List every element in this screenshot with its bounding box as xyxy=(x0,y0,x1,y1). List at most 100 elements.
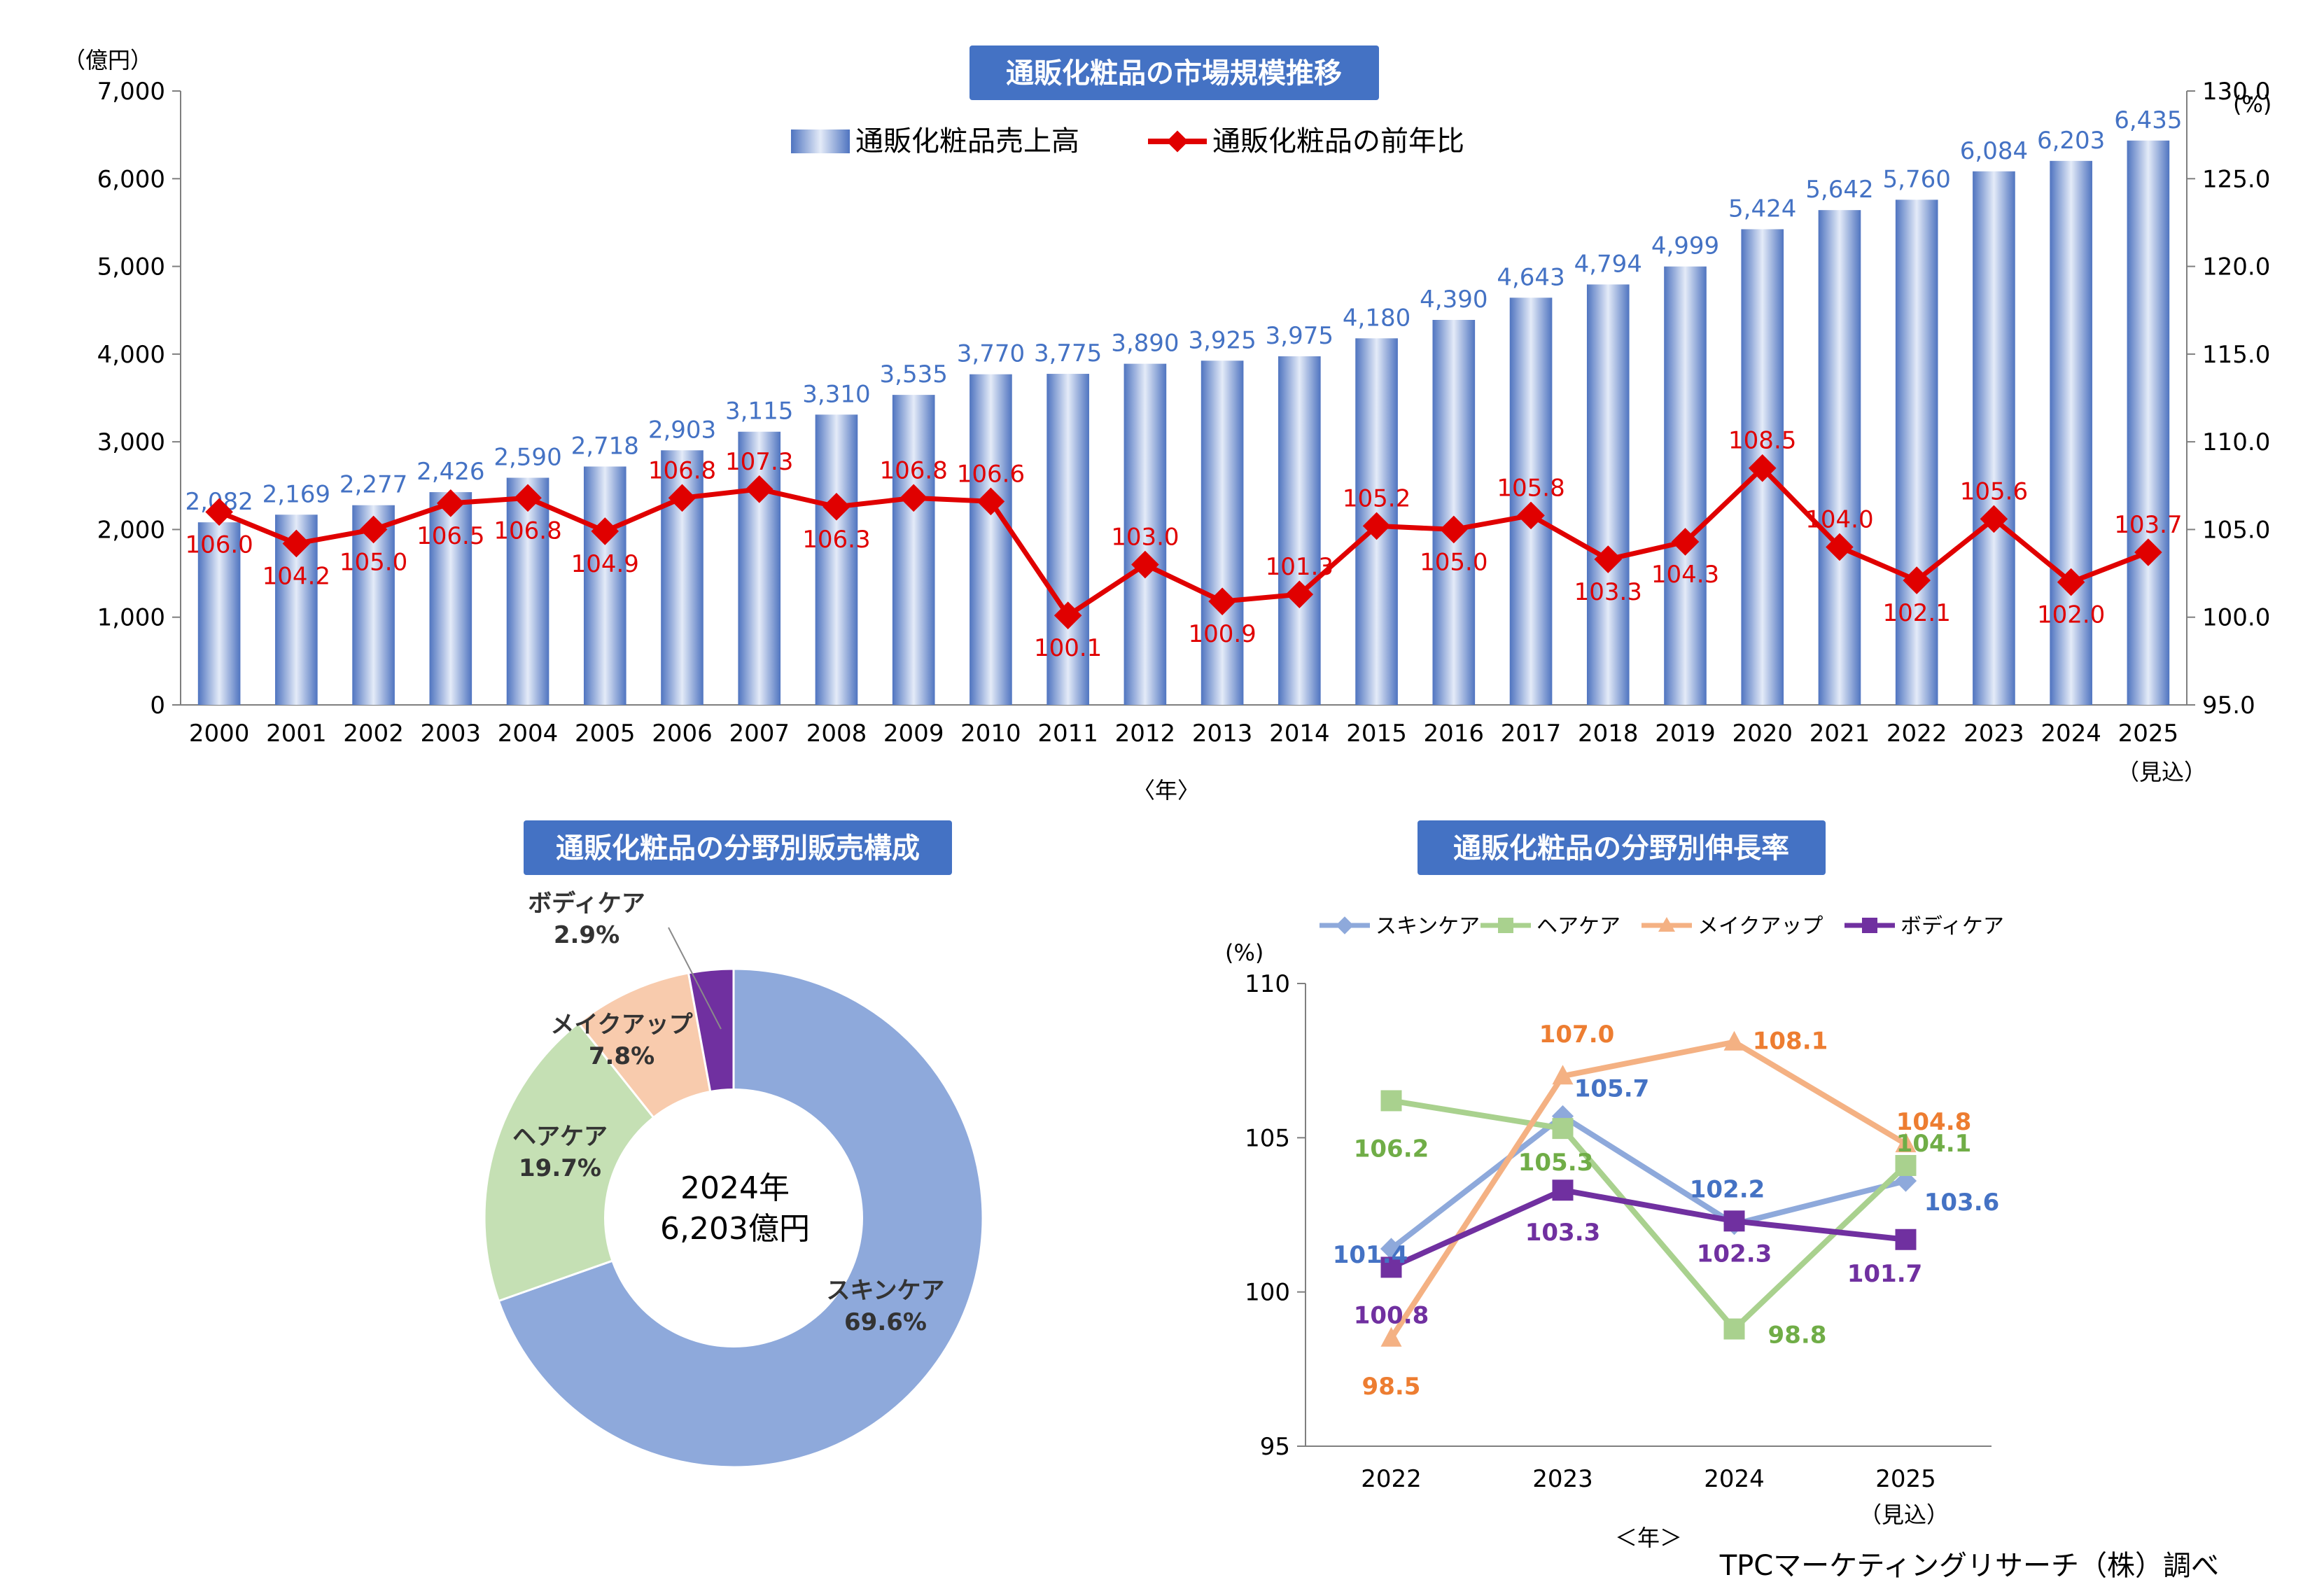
yoy-marker xyxy=(1980,505,2008,533)
yoy-marker xyxy=(591,517,620,545)
pie-slice-percent: 69.6% xyxy=(844,1308,927,1336)
pie-slice-name: ヘアケア xyxy=(512,1123,608,1151)
yoy-line xyxy=(218,465,2150,618)
right-tick-label: 125.0 xyxy=(2202,165,2270,193)
right-tick-label: 95.0 xyxy=(2202,692,2255,720)
market-x-axis-label: 〈年〉 xyxy=(1133,777,1200,804)
yoy-data-label: 105.8 xyxy=(1497,474,1564,502)
yoy-data-label: 105.0 xyxy=(1420,548,1488,576)
left-tick-label: 7,000 xyxy=(97,78,165,106)
legend-bar-label: 通販化粧品売上高 xyxy=(855,125,1079,158)
year-tick-label: 2017 xyxy=(1501,720,1562,748)
growth-data-label: 98.5 xyxy=(1362,1373,1421,1401)
yoy-data-label: 101.3 xyxy=(1266,553,1334,581)
yoy-marker xyxy=(899,484,927,512)
growth-marker xyxy=(1723,1318,1745,1340)
year-tick-label: 2011 xyxy=(1037,720,1098,748)
year-tick-label: 2004 xyxy=(498,720,559,748)
yoy-data-label: 106.8 xyxy=(493,517,561,545)
sales-bar-label: 3,890 xyxy=(1111,330,1179,358)
growth-legend-marker xyxy=(1862,918,1877,933)
category-composition-chart: 通販化粧品の分野別販売構成 2024年 6,203億円 スキンケア 69.6% ヘア… xyxy=(483,820,984,1469)
growth-data-label: 102.2 xyxy=(1690,1176,1765,1204)
yoy-marker xyxy=(668,484,696,512)
year-tick-label: 2012 xyxy=(1115,720,1176,748)
year-tick-label: 2000 xyxy=(189,720,250,748)
year-tick-label: 2001 xyxy=(266,720,327,748)
growth-legend-label: ヘアケア xyxy=(1536,914,1620,939)
growth-line xyxy=(1390,1187,1906,1270)
yoy-data-label: 102.1 xyxy=(1883,599,1951,627)
sales-bar xyxy=(1046,374,1089,705)
market-forecast-note: （見込） xyxy=(2117,759,2206,785)
sales-bar-label: 4,794 xyxy=(1574,250,1642,278)
yoy-marker xyxy=(1748,454,1777,482)
growth-line xyxy=(1390,1113,1907,1252)
year-tick-label: 2006 xyxy=(652,720,713,748)
sales-bar-label: 4,390 xyxy=(1420,286,1488,314)
growth-data-label: 98.8 xyxy=(1768,1322,1827,1350)
growth-data-label: 102.3 xyxy=(1697,1240,1772,1268)
yoy-data-label: 105.6 xyxy=(1960,477,2028,505)
yoy-marker xyxy=(1208,587,1236,615)
growth-data-label: 108.1 xyxy=(1753,1028,1828,1056)
yoy-data-label: 106.3 xyxy=(802,526,870,554)
yoy-data-label: 100.1 xyxy=(1034,634,1102,662)
growth-marker xyxy=(1552,1180,1574,1201)
growth-x-axis-label: ＜年＞ xyxy=(1615,1525,1682,1551)
sales-bar xyxy=(1124,363,1167,705)
growth-marker xyxy=(1380,1090,1402,1112)
year-tick-label: 2022 xyxy=(1886,720,1947,748)
sales-bar xyxy=(2050,160,2092,705)
yoy-marker xyxy=(1517,501,1545,530)
yoy-data-label: 106.6 xyxy=(957,460,1025,488)
growth-data-label: 103.6 xyxy=(1924,1189,2000,1217)
left-tick-label: 5,000 xyxy=(97,253,165,281)
yoy-marker xyxy=(205,498,233,526)
donut-center-value: 6,203億円 xyxy=(660,1211,810,1247)
left-tick-label: 1,000 xyxy=(97,604,165,632)
sales-bar-label: 6,084 xyxy=(1960,137,2028,165)
sales-bar-label: 5,642 xyxy=(1805,176,1873,204)
year-tick-label: 2024 xyxy=(2040,720,2101,748)
yoy-marker xyxy=(976,487,1005,516)
sales-bar xyxy=(506,477,550,705)
growth-line xyxy=(1390,1098,1908,1332)
yoy-marker xyxy=(1362,512,1391,540)
market-chart-bars xyxy=(197,140,2170,706)
yoy-marker xyxy=(2057,568,2085,596)
yoy-marker xyxy=(514,484,542,512)
growth-data-label: 101.4 xyxy=(1333,1241,1408,1269)
market-chart-axes: 0 1,000 2,000 3,000 4,000 5,000 6,000 7,000 95.0… xyxy=(97,78,2271,720)
year-tick-label: 2010 xyxy=(960,720,1021,748)
sales-bar xyxy=(1432,319,1476,705)
growth-marker xyxy=(1380,1256,1402,1278)
growth-marker xyxy=(1895,1228,1917,1250)
year-tick-label: 2009 xyxy=(883,720,944,748)
sales-bar xyxy=(1509,298,1553,705)
sales-bar-label: 2,590 xyxy=(493,444,561,472)
growth-y-unit: (%) xyxy=(1225,939,1264,966)
yoy-marker xyxy=(1440,515,1468,544)
yoy-data-label: 104.2 xyxy=(262,562,330,590)
sales-bar-label: 2,903 xyxy=(648,416,716,444)
yoy-marker xyxy=(1826,533,1854,561)
growth-data-label: 107.0 xyxy=(1539,1021,1615,1049)
pie-slice-name: ボディケア xyxy=(528,890,645,918)
year-tick-label: 2014 xyxy=(1269,720,1330,748)
growth-y-tick-label: 110 xyxy=(1245,970,1290,998)
sales-bar-label: 4,180 xyxy=(1343,304,1410,332)
right-tick-label: 130.0 xyxy=(2202,78,2270,106)
year-tick-label: 2023 xyxy=(1963,720,2024,748)
left-tick-label: 3,000 xyxy=(97,428,165,456)
sales-bar-label: 2,277 xyxy=(340,471,407,499)
legend-line-marker xyxy=(1166,130,1189,153)
pie-chart-title-box xyxy=(524,820,952,875)
year-tick-label: 2021 xyxy=(1809,720,1870,748)
year-tick-label: 2007 xyxy=(729,720,790,748)
growth-data-label: 105.7 xyxy=(1574,1074,1650,1102)
right-tick-label: 115.0 xyxy=(2202,341,2270,369)
yoy-marker xyxy=(282,529,311,558)
growth-data-label: 104.8 xyxy=(1896,1108,1972,1136)
sales-bar xyxy=(197,522,241,705)
